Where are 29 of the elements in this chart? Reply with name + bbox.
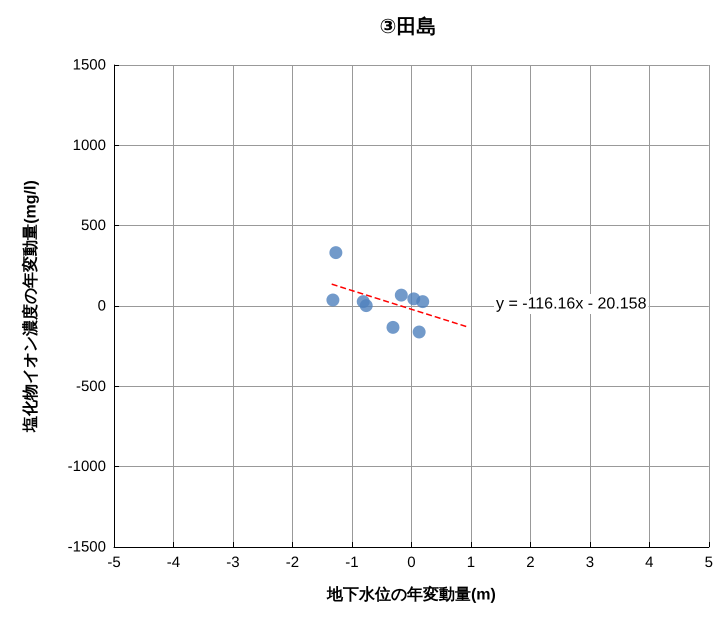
point (394, 288, 408, 302)
x-tick-label: 5 (704, 554, 713, 571)
point (360, 299, 373, 312)
point (329, 246, 342, 260)
x-tick-label: -5 (107, 554, 121, 571)
y-tick-label: 1000 (72, 136, 106, 154)
x-tick-label: -2 (286, 554, 300, 571)
x-tick-label: -3 (226, 554, 240, 571)
x-tick-label: 2 (526, 554, 535, 571)
point (326, 294, 340, 307)
x-tick-label: 1 (466, 554, 476, 571)
point (416, 295, 430, 308)
annotation: y = -116.16x - 20.158 (496, 296, 647, 312)
y-tick-label: 0 (98, 298, 106, 314)
x-tick-label: 4 (645, 554, 654, 571)
y-tick-label: -1000 (68, 458, 106, 476)
point (386, 320, 400, 334)
x-tick-label: 0 (407, 554, 416, 571)
x-axis-title: 地下水位の年変動量(m) (326, 584, 496, 604)
y-axis-title: 塩化物イオン濃度の年変動量(mg/l) (20, 180, 40, 433)
x-tick-label: -4 (166, 554, 180, 571)
y-tick-label: -1500 (68, 538, 106, 556)
y-tick-label: 500 (80, 217, 106, 234)
x-tick-label: 3 (586, 554, 594, 571)
x-tick-label: -1 (345, 554, 359, 571)
y-tick-label: 1500 (72, 56, 106, 74)
chart-title: ③田島 (380, 16, 436, 38)
point (412, 326, 426, 339)
y-tick-label: -500 (76, 378, 106, 395)
